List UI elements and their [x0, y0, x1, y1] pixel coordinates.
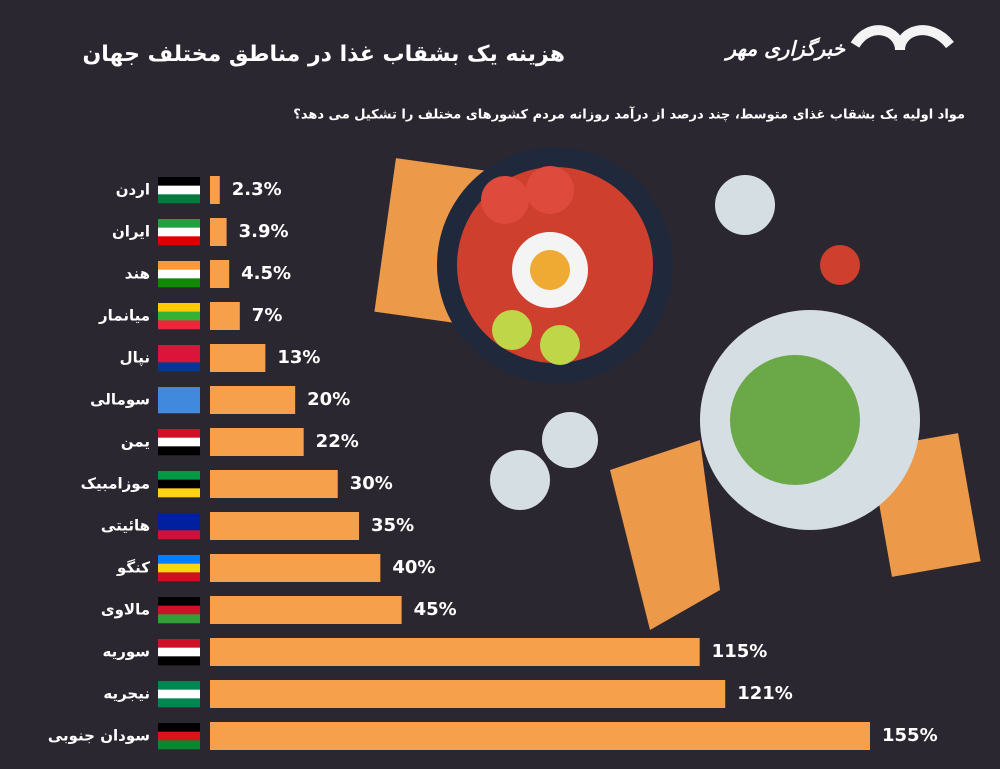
flag-stripe	[158, 345, 200, 354]
category-label: نپال	[120, 349, 150, 368]
category-label: مالاوی	[101, 601, 150, 619]
flag-stripe	[158, 488, 200, 498]
bar	[210, 680, 726, 708]
flag-stripe	[158, 639, 200, 648]
bar	[210, 428, 304, 456]
value-label: 30%	[350, 473, 393, 494]
flag-stripe	[158, 194, 200, 204]
bar	[210, 596, 402, 624]
flag-stripe	[158, 303, 200, 312]
value-label: 4.5%	[241, 263, 291, 284]
flag-stripe	[158, 513, 200, 522]
chart-subtitle: مواد اولیه یک بشقاب غذای متوسط، چند درصد…	[293, 106, 965, 123]
category-label: اردن	[116, 181, 150, 199]
chart-title: هزینه یک بشقاب غذا در مناطق مختلف جهان	[83, 42, 565, 67]
bar	[210, 722, 870, 750]
category-label: ایران	[112, 223, 150, 241]
decoration	[374, 25, 981, 630]
flag-stripe	[158, 177, 200, 186]
value-label: 35%	[371, 515, 414, 536]
flag-stripe	[158, 656, 200, 666]
bar	[210, 176, 220, 204]
flag-stripe	[158, 698, 200, 708]
flag-stripe	[158, 227, 200, 237]
value-label: 3.9%	[239, 221, 289, 242]
value-label: 13%	[277, 347, 320, 368]
bar	[210, 512, 360, 540]
flag-stripe	[158, 479, 200, 489]
flag-stripe	[158, 530, 200, 540]
bar	[210, 638, 700, 666]
flag-stripe	[158, 311, 200, 321]
category-label: هند	[125, 265, 150, 283]
category-label: نیجریه	[103, 685, 150, 703]
value-label: 22%	[316, 431, 359, 452]
flag-stripe	[158, 219, 200, 228]
category-label: کنگو	[116, 559, 150, 577]
flag-stripe	[158, 353, 200, 363]
value-label: 20%	[307, 389, 350, 410]
flag-stripe	[158, 437, 200, 447]
category-label: سودان جنوبی	[48, 727, 150, 745]
flag-stripe	[158, 471, 200, 480]
flag-stripe	[158, 429, 200, 438]
flag-stripe	[158, 269, 200, 279]
category-label: میانمار	[98, 307, 150, 325]
bar	[210, 470, 338, 498]
bar	[210, 218, 227, 246]
flag-stripe	[158, 521, 200, 531]
source-logo: خبرگزاری مهر	[723, 37, 845, 62]
value-label: 40%	[392, 557, 435, 578]
flag-stripe	[158, 278, 200, 288]
flag-stripe	[158, 555, 200, 564]
bar	[210, 260, 230, 288]
value-label: 2.3%	[232, 179, 282, 200]
value-label: 121%	[737, 683, 793, 704]
flag-stripe	[158, 563, 200, 573]
category-label: سومالی	[90, 391, 150, 409]
flag-stripe	[158, 605, 200, 615]
flag-stripe	[158, 404, 200, 414]
flag-stripe	[158, 572, 200, 582]
value-label: 45%	[414, 599, 457, 620]
flag-stripe	[158, 740, 200, 750]
value-label: 7%	[252, 305, 283, 326]
flag-stripe	[158, 320, 200, 330]
flag-stripe	[158, 723, 200, 732]
bar	[210, 554, 381, 582]
flag-stripe	[158, 446, 200, 456]
category-label: موزامبیک	[81, 475, 150, 493]
category-label: سوریه	[102, 643, 150, 661]
flag-stripe	[158, 261, 200, 270]
flag-stripe	[158, 647, 200, 657]
category-label: یمن	[121, 433, 150, 451]
bar	[210, 302, 240, 330]
flag-stripe	[158, 597, 200, 606]
flag-stripe	[158, 731, 200, 741]
flag-stripe	[158, 395, 200, 405]
value-label: 115%	[712, 641, 768, 662]
flag-stripe	[158, 614, 200, 624]
flag-stripe	[158, 236, 200, 246]
flag-stripe	[158, 681, 200, 690]
bar	[210, 386, 296, 414]
flag-stripe	[158, 185, 200, 195]
category-label: هائیتی	[101, 517, 150, 535]
bar	[210, 344, 266, 372]
flag-stripe	[158, 689, 200, 699]
value-label: 155%	[882, 725, 938, 746]
flag-stripe	[158, 362, 200, 372]
flag-stripe	[158, 387, 200, 396]
